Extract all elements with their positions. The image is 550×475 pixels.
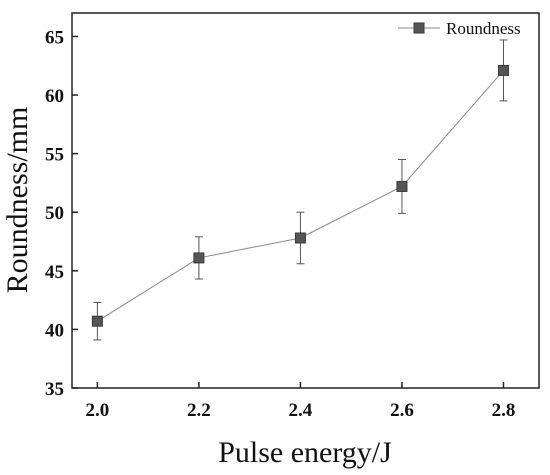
y-axis-ticks: 35 40 45 50 55 60 65 [45,27,78,400]
y-tick-label: 65 [45,27,64,48]
data-point [294,232,306,244]
x-tick-label: 2.0 [86,400,110,421]
y-tick-label: 40 [45,320,64,341]
series-layer [91,39,509,341]
x-tick-label: 2.2 [187,400,211,421]
data-point [91,315,103,327]
x-axis-ticks: 2.0 2.2 2.4 2.6 2.8 [86,382,516,421]
x-axis-title: Pulse energy/J [218,436,392,469]
x-tick-label: 2.4 [289,400,313,421]
y-axis-title: Roundness/mm [1,107,34,294]
series-line [97,70,504,322]
data-point [497,64,509,76]
x-tick-label: 2.8 [492,400,516,421]
legend-label: Roundness [446,19,521,38]
y-tick-label: 35 [45,379,64,400]
y-tick-label: 45 [45,262,64,283]
plot-frame [71,12,540,389]
y-tick-label: 55 [45,145,64,166]
legend: Roundness [398,19,521,38]
data-point [193,252,205,264]
legend-marker [413,22,425,34]
data-point [396,180,408,192]
y-tick-label: 60 [45,86,64,107]
y-tick-label: 50 [45,203,64,224]
x-tick-label: 2.6 [390,400,414,421]
